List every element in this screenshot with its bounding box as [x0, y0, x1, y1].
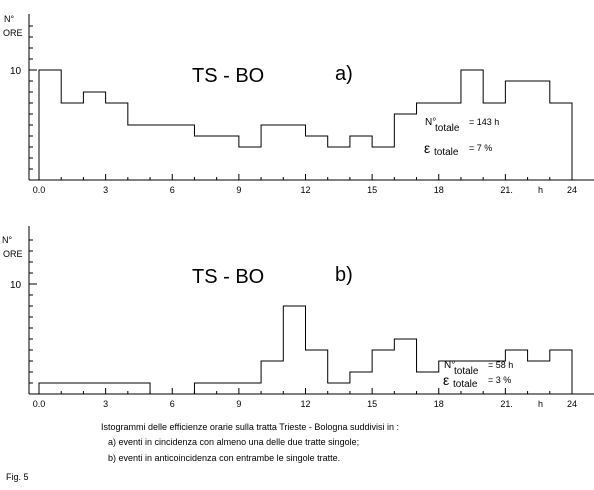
- annotation-epsilon-symbol: ε: [424, 140, 430, 156]
- histogram-bar: [39, 70, 61, 180]
- x-tick-label: 9: [236, 185, 241, 195]
- chart-title: TS - BO: [192, 65, 264, 87]
- caption-line-2: a) eventi in cincidenza con almeno una d…: [108, 437, 360, 447]
- annotation-n-value: = 58 h: [488, 360, 513, 370]
- x-tick-label: 6: [170, 399, 175, 409]
- histogram-bar: [528, 361, 550, 394]
- histogram-bar: [283, 125, 305, 180]
- histogram-bar: [128, 125, 150, 180]
- x-tick-dot: .: [510, 399, 513, 409]
- x-tick-label: 15: [367, 185, 377, 195]
- histogram-bar: [372, 147, 394, 180]
- annotation-n-symbol: N°: [444, 360, 455, 371]
- annotation-n-subscript: totale: [454, 366, 479, 377]
- chart-title: TS - BO: [192, 266, 264, 288]
- histogram-bar: [394, 339, 416, 394]
- histogram-bar: [217, 136, 239, 180]
- histogram-bar: [350, 136, 372, 180]
- panel-label: b): [335, 264, 353, 286]
- histogram-bar: [372, 350, 394, 394]
- histogram-bar: [505, 81, 527, 180]
- histogram-bar: [106, 103, 128, 180]
- histogram-bar: [261, 125, 283, 180]
- x-tick-label: 18: [434, 399, 444, 409]
- histogram-bar: [328, 147, 350, 180]
- x-tick-label: 3: [103, 399, 108, 409]
- histogram-bar: [83, 92, 105, 180]
- y-axis-label-line-2: ORE: [3, 28, 23, 38]
- histogram-bar: [505, 350, 527, 394]
- x-tick-label: 12: [300, 185, 310, 195]
- histogram-bar: [350, 372, 372, 394]
- histogram-bar: [528, 81, 550, 180]
- histogram-bar: [194, 383, 216, 394]
- histogram-outline: [38, 305, 573, 395]
- histogram-bar: [83, 383, 105, 394]
- histogram-bar: [306, 350, 328, 394]
- histogram-bar: [239, 147, 261, 180]
- histogram-bar: [483, 103, 505, 180]
- x-tick-dot: .: [510, 185, 513, 195]
- x-tick-label: 21: [500, 185, 510, 195]
- annotation-n-subscript: totale: [435, 123, 460, 134]
- annotation-epsilon-subscript: totale: [434, 147, 459, 158]
- x-tick-label: 21: [500, 399, 510, 409]
- histogram-bar: [261, 361, 283, 394]
- histogram-bar: [172, 125, 194, 180]
- figure-label: Fig. 5: [6, 472, 29, 482]
- histogram-bar: [61, 103, 83, 180]
- histogram-bar: [106, 383, 128, 394]
- histogram-bar: [328, 383, 350, 394]
- histogram-bar: [394, 114, 416, 180]
- annotation-epsilon-value: = 7 %: [469, 143, 492, 153]
- histogram-bar: [417, 372, 439, 394]
- x-tick-label: 24: [567, 185, 577, 195]
- histogram-outline: [38, 69, 573, 180]
- caption-line-1: Istogrammi delle efficienze orarie sulla…: [101, 422, 399, 432]
- x-tick-label: 15: [367, 399, 377, 409]
- x-tick-label: 0.0: [33, 399, 46, 409]
- x-axis-label: h: [538, 185, 543, 195]
- histogram-bar: [217, 383, 239, 394]
- caption-line-3: b) eventi in anticoincidenza con entramb…: [108, 453, 341, 463]
- x-tick-label: 12: [300, 399, 310, 409]
- y-tick-label: 10: [10, 66, 22, 77]
- x-axis-label: h: [538, 399, 543, 409]
- x-tick-label: 24: [567, 399, 577, 409]
- y-axis-label-line-1: N°: [4, 14, 14, 24]
- histogram-bar: [194, 136, 216, 180]
- histogram-bar: [550, 103, 572, 180]
- annotation-n-value: = 143 h: [469, 117, 499, 127]
- annotation-n-symbol: N°: [425, 117, 436, 128]
- histogram-bar: [439, 103, 461, 180]
- histogram-bar: [283, 306, 305, 394]
- histogram-bar: [39, 383, 61, 394]
- annotation-epsilon-value: = 3 %: [488, 375, 511, 385]
- panel-label: a): [335, 63, 353, 85]
- histogram-bar: [239, 383, 261, 394]
- y-tick-label: 10: [10, 280, 22, 291]
- x-tick-label: 0.0: [33, 185, 46, 195]
- x-tick-label: 3: [103, 185, 108, 195]
- annotation-epsilon-subscript: totale: [453, 379, 478, 390]
- histogram-bar: [306, 136, 328, 180]
- y-axis-label-line-1: N°: [2, 235, 12, 245]
- x-tick-label: 18: [434, 185, 444, 195]
- annotation-epsilon-symbol: ε: [443, 372, 449, 388]
- histogram-bar: [61, 383, 83, 394]
- x-tick-label: 6: [170, 185, 175, 195]
- y-axis-label-line-2: ORE: [3, 249, 23, 259]
- x-tick-label: 9: [236, 399, 241, 409]
- histogram-bar: [128, 383, 150, 394]
- histogram-bar: [550, 350, 572, 394]
- histogram-bar: [150, 125, 172, 180]
